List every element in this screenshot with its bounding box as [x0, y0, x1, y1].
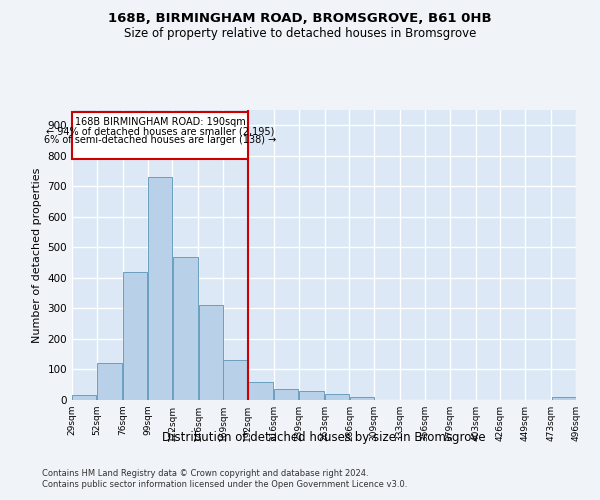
Bar	[325, 394, 349, 400]
Bar	[350, 397, 374, 400]
Bar	[73, 396, 97, 400]
Text: Size of property relative to detached houses in Bromsgrove: Size of property relative to detached ho…	[124, 28, 476, 40]
Text: 168B, BIRMINGHAM ROAD, BROMSGROVE, B61 0HB: 168B, BIRMINGHAM ROAD, BROMSGROVE, B61 0…	[108, 12, 492, 26]
Bar	[97, 364, 122, 400]
Y-axis label: Number of detached properties: Number of detached properties	[32, 168, 42, 342]
Bar	[223, 360, 248, 400]
Bar	[299, 391, 324, 400]
Bar	[551, 397, 575, 400]
Text: Contains public sector information licensed under the Open Government Licence v3: Contains public sector information licen…	[42, 480, 407, 489]
Text: 168B BIRMINGHAM ROAD: 190sqm: 168B BIRMINGHAM ROAD: 190sqm	[74, 117, 245, 127]
Text: ← 94% of detached houses are smaller (2,195): ← 94% of detached houses are smaller (2,…	[46, 126, 274, 136]
Bar	[199, 306, 223, 400]
Bar	[248, 382, 274, 400]
Bar	[123, 272, 147, 400]
Text: Contains HM Land Registry data © Crown copyright and database right 2024.: Contains HM Land Registry data © Crown c…	[42, 468, 368, 477]
Bar	[148, 177, 172, 400]
Bar	[173, 256, 198, 400]
Text: 6% of semi-detached houses are larger (138) →: 6% of semi-detached houses are larger (1…	[44, 134, 276, 144]
FancyBboxPatch shape	[72, 112, 248, 159]
Bar	[274, 390, 298, 400]
Text: Distribution of detached houses by size in Bromsgrove: Distribution of detached houses by size …	[162, 431, 486, 444]
